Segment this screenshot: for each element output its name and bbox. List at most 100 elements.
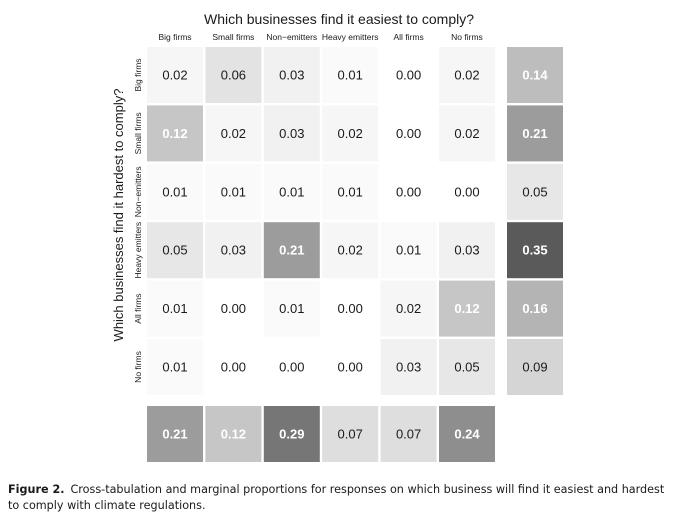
- row-marginal-cell: [507, 339, 563, 395]
- heatmap-cell: [147, 47, 203, 103]
- column-marginal-cell: [205, 406, 262, 462]
- heatmap-cell: [147, 222, 203, 279]
- cell-value-label: 0.00: [396, 126, 421, 141]
- heatmap-cell: [322, 280, 379, 337]
- column-marginals: 0.21 0.12 0.29 0.07 0.07 0.24: [147, 406, 495, 462]
- cell-value-label: 0.00: [221, 301, 246, 316]
- row-marginal-label: 0.09: [522, 360, 547, 375]
- row-label: Small firms: [133, 112, 143, 154]
- heatmap-cell: [205, 163, 262, 220]
- heatmap-cell: [439, 280, 495, 337]
- cell-value-label: 0.02: [338, 243, 363, 258]
- cell-value-label: 0.01: [162, 184, 187, 199]
- cell-value-label: 0.03: [396, 360, 421, 375]
- row-marginal-label: 0.14: [522, 68, 548, 83]
- cell-value-label: 0.03: [279, 126, 304, 141]
- cell-value-label: 0.03: [454, 243, 479, 258]
- column-marginal-cell: [263, 406, 320, 462]
- heatmap-cell: [205, 47, 262, 103]
- cell-value-label: 0.03: [279, 68, 304, 83]
- cell-value-label: 0.02: [338, 126, 363, 141]
- row-marginal-cell: [507, 47, 563, 103]
- cell-value-label: 0.05: [454, 360, 479, 375]
- cell-value-label: 0.02: [396, 301, 421, 316]
- cell-value-label: 0.06: [221, 68, 246, 83]
- heatmap-cell: [439, 105, 495, 162]
- cell-value-label: 0.02: [162, 68, 187, 83]
- column-marginal-label: 0.12: [221, 427, 246, 442]
- column-label: Non−emitters: [266, 32, 317, 42]
- caption-label: Figure 2.: [8, 483, 65, 496]
- row-label: No firms: [133, 351, 143, 383]
- y-axis-title: Which businesses find it hardest to comp…: [111, 89, 126, 342]
- cell-value-label: 0.01: [221, 184, 246, 199]
- row-label: All firms: [133, 293, 143, 323]
- heatmap-cell: [263, 105, 320, 162]
- heatmap-cell: [263, 222, 320, 279]
- cell-value-label: 0.01: [162, 301, 187, 316]
- row-marginal-label: 0.05: [522, 184, 547, 199]
- column-marginal-label: 0.21: [162, 427, 187, 442]
- heatmap-cell: [439, 163, 495, 220]
- cell-value-label: 0.01: [338, 184, 363, 199]
- row-marginal-cell: [507, 280, 563, 337]
- column-marginal-cell: [380, 406, 437, 462]
- cell-value-label: 0.02: [221, 126, 246, 141]
- heatmap-cell: [380, 339, 437, 395]
- heatmap-cell: [263, 163, 320, 220]
- row-marginal-label: 0.35: [522, 243, 547, 258]
- row-marginal-cell: [507, 222, 563, 279]
- row-label: Heavy emitters: [133, 222, 143, 279]
- cell-value-label: 0.00: [338, 301, 363, 316]
- heatmap-cell: [205, 339, 262, 395]
- column-marginal-label: 0.07: [338, 427, 363, 442]
- heatmap-cell: [263, 47, 320, 103]
- heatmap-cell: [380, 105, 437, 162]
- heatmap-cell: [147, 105, 203, 162]
- heatmap-cell: [380, 47, 437, 103]
- column-label: Small firms: [212, 32, 254, 42]
- heatmap-cells: 0.02 0.06 0.03 0.01 0.00 0.02 0.12 0.02 0.03 0.02…: [147, 47, 495, 395]
- heatmap-cell: [147, 280, 203, 337]
- row-marginal-label: 0.21: [522, 126, 547, 141]
- heatmap-cell: [380, 222, 437, 279]
- cell-value-label: 0.00: [454, 184, 479, 199]
- cell-value-label: 0.00: [221, 360, 246, 375]
- heatmap-cell: [147, 339, 203, 395]
- cell-value-label: 0.01: [338, 68, 363, 83]
- heatmap-cell: [439, 222, 495, 279]
- column-marginal-cell: [439, 406, 495, 462]
- heatmap-cell: [147, 163, 203, 220]
- heatmap-cell: [439, 339, 495, 395]
- cell-value-label: 0.03: [221, 243, 246, 258]
- column-marginal-label: 0.24: [454, 427, 480, 442]
- heatmap-cell: [205, 280, 262, 337]
- cell-value-label: 0.12: [162, 126, 187, 141]
- heatmap-cell: [205, 105, 262, 162]
- column-marginal-label: 0.29: [279, 427, 304, 442]
- heatmap-cell: [263, 339, 320, 395]
- row-marginal-label: 0.16: [522, 301, 547, 316]
- chart-title: Which businesses find it easiest to comp…: [204, 11, 474, 27]
- cell-value-label: 0.05: [162, 243, 187, 258]
- heatmap-cell: [205, 222, 262, 279]
- row-marginals: 0.14 0.21 0.05 0.35 0.16 0.09: [507, 47, 563, 395]
- heatmap-cell: [380, 163, 437, 220]
- heatmap-cell: [380, 280, 437, 337]
- column-marginal-cell: [322, 406, 379, 462]
- heatmap-cell: [322, 47, 379, 103]
- cell-value-label: 0.01: [396, 243, 421, 258]
- column-label: All firms: [393, 32, 423, 42]
- row-marginal-cell: [507, 105, 563, 162]
- cell-value-label: 0.00: [279, 360, 304, 375]
- row-marginal-cell: [507, 163, 563, 220]
- row-label: Non−emitters: [133, 166, 143, 217]
- heatmap-cell: [322, 222, 379, 279]
- cell-value-label: 0.00: [338, 360, 363, 375]
- figure-caption: Figure 2. Cross-tabulation and marginal p…: [8, 482, 672, 514]
- column-labels: Big firms Small firms Non−emitters Heavy em…: [158, 32, 482, 42]
- cell-value-label: 0.02: [454, 68, 479, 83]
- caption-text: Cross-tabulation and marginal proportion…: [8, 483, 665, 512]
- heatmap-cell: [322, 163, 379, 220]
- cell-value-label: 0.00: [396, 68, 421, 83]
